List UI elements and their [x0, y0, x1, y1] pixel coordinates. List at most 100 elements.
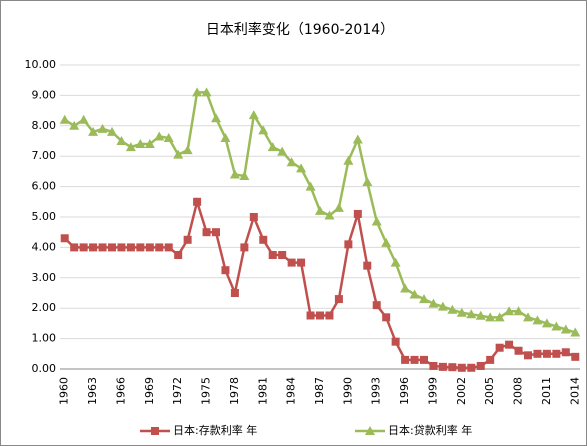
point: [552, 349, 561, 358]
chart-title: 日本利率变化（1960-2014）: [206, 21, 394, 38]
point: [324, 210, 335, 220]
point: [78, 114, 89, 124]
point: [193, 197, 202, 206]
point: [419, 294, 429, 304]
point: [154, 131, 165, 141]
point: [570, 327, 581, 337]
x-tick-label: 1996: [398, 377, 411, 405]
x-tick-label: 1981: [256, 377, 269, 405]
point: [343, 155, 354, 165]
point: [79, 243, 88, 252]
point: [221, 266, 230, 275]
point: [571, 352, 580, 361]
point: [201, 87, 212, 97]
x-tick-label: 1993: [370, 377, 383, 405]
point: [494, 312, 505, 322]
legend-label: 日本:存款利率 年: [173, 423, 257, 437]
point: [107, 126, 117, 136]
point: [437, 301, 448, 311]
point: [316, 311, 324, 320]
point: [305, 181, 316, 191]
y-tick-label: 1.00: [32, 332, 57, 345]
y-tick-label: 0.00: [32, 362, 57, 375]
point: [381, 237, 392, 247]
y-tick-label: 7.00: [32, 149, 57, 162]
point: [410, 355, 419, 364]
point: [448, 363, 457, 372]
point: [476, 361, 485, 370]
point: [505, 340, 514, 349]
point: [211, 113, 221, 123]
point: [334, 295, 343, 304]
x-tick-label: 1960: [58, 377, 71, 405]
point: [286, 157, 297, 167]
point: [353, 209, 362, 218]
point: [372, 301, 381, 310]
point: [561, 348, 570, 357]
point: [391, 337, 400, 346]
point: [117, 243, 126, 252]
x-tick-label: 1978: [228, 377, 241, 405]
point: [202, 228, 211, 237]
point: [428, 298, 439, 308]
point: [59, 114, 70, 124]
point: [306, 311, 315, 320]
point: [297, 258, 306, 267]
point: [258, 125, 269, 135]
y-tick-label: 4.00: [32, 240, 57, 253]
point: [230, 289, 239, 297]
point: [108, 243, 116, 252]
point: [475, 310, 486, 320]
point: [229, 169, 240, 179]
point: [212, 228, 220, 237]
point: [362, 177, 373, 187]
point: [125, 142, 136, 152]
point: [239, 170, 250, 180]
point: [466, 309, 477, 319]
point: [183, 235, 192, 244]
point: [504, 306, 515, 316]
point: [240, 243, 249, 252]
point: [495, 343, 504, 352]
x-tick-label: 1990: [341, 377, 354, 405]
x-tick-label: 1972: [171, 377, 184, 405]
point: [390, 257, 401, 267]
point: [400, 283, 411, 293]
point: [136, 243, 145, 252]
point: [248, 110, 259, 120]
legend-label: 日本:贷款利率 年: [388, 423, 472, 437]
point: [267, 142, 278, 152]
y-tick-label: 5.00: [32, 210, 57, 223]
y-tick-label: 2.00: [32, 301, 57, 314]
point: [524, 351, 532, 360]
point: [89, 243, 98, 252]
point: [173, 149, 184, 159]
x-tick-label: 1969: [143, 377, 156, 405]
point: [532, 315, 543, 325]
x-tick-label: 1987: [313, 377, 326, 405]
point: [447, 304, 458, 314]
point: [145, 243, 154, 252]
point: [126, 243, 135, 252]
point: [296, 163, 307, 173]
point: [560, 324, 571, 334]
x-tick-label: 2002: [455, 377, 468, 405]
point: [69, 120, 80, 130]
point: [352, 134, 363, 144]
point: [514, 346, 523, 355]
point: [371, 216, 382, 226]
point: [287, 258, 296, 267]
x-tick-label: 1963: [86, 377, 99, 405]
point: [523, 312, 533, 322]
point: [420, 355, 428, 364]
point: [382, 313, 391, 322]
point: [278, 251, 287, 259]
y-tick-label: 8.00: [32, 119, 57, 132]
point: [268, 251, 277, 259]
point: [98, 243, 107, 252]
point: [363, 261, 372, 270]
x-tick-label: 1984: [285, 377, 298, 405]
point: [541, 318, 552, 328]
